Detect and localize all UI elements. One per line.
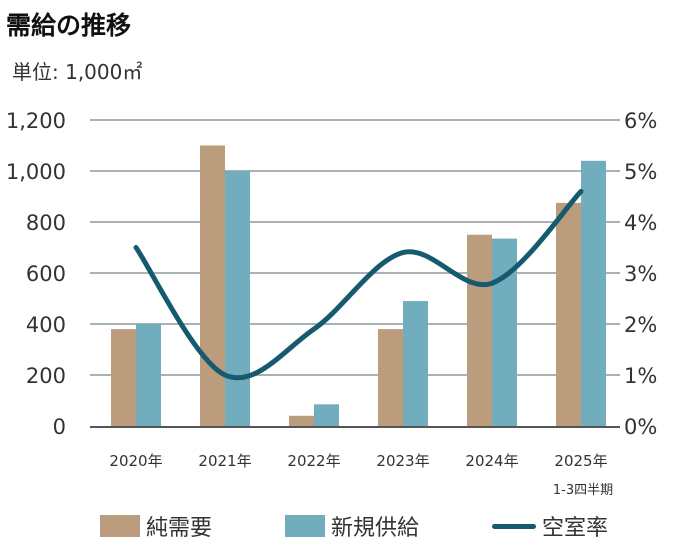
- left-axis-tick-label: 200: [26, 364, 66, 388]
- line-vacancy-rate: [133, 188, 584, 381]
- category-note: 1-3四半期: [553, 483, 613, 498]
- category-label: 2022年: [287, 452, 340, 470]
- legend-swatch-net-demand: [100, 515, 140, 537]
- bar-net-demand: [289, 415, 314, 426]
- right-axis-tick-label: 6%: [624, 109, 657, 133]
- bar-new-supply: [225, 171, 250, 426]
- unit-label: 単位: 1,000㎡: [12, 60, 143, 84]
- right-axis-tick-label: 1%: [624, 364, 657, 388]
- legend-label-new-supply: 新規供給: [331, 516, 420, 541]
- bar-net-demand: [556, 202, 581, 426]
- category-label: 2024年: [465, 452, 518, 470]
- legend-item-vacancy-rate: 空室率: [492, 510, 608, 542]
- right-axis-tick-label: 3%: [624, 262, 657, 286]
- category-label: 2025年: [554, 452, 607, 470]
- chart-title: 需給の推移: [6, 11, 132, 40]
- bar-new-supply: [314, 404, 339, 426]
- right-axis-tick-label: 4%: [624, 211, 657, 235]
- bar-new-supply: [581, 160, 606, 427]
- bar-net-demand: [378, 329, 403, 426]
- category-label: 2020年: [109, 452, 162, 470]
- bar-new-supply: [403, 301, 428, 426]
- left-axis-tick-label: 600: [26, 262, 66, 286]
- legend-line-vacancy-rate: [492, 523, 536, 529]
- right-axis-tick-label: 2%: [624, 313, 657, 337]
- bar-new-supply: [136, 324, 161, 426]
- legend-swatch-new-supply: [285, 515, 325, 537]
- bar-net-demand: [200, 145, 225, 426]
- legend-label-net-demand: 純需要: [146, 516, 213, 541]
- left-axis-tick-label: 1,200: [6, 109, 66, 133]
- legend-item-net-demand: 純需要: [100, 510, 212, 542]
- left-axis-tick-label: 400: [26, 313, 66, 337]
- legend-label-vacancy-rate: 空室率: [542, 516, 609, 541]
- legend-item-new-supply: 新規供給: [285, 510, 419, 542]
- category-label: 2021年: [198, 452, 251, 470]
- left-axis-tick-label: 1,000: [6, 160, 66, 184]
- category-label: 2023年: [376, 452, 429, 470]
- left-axis-tick-label: 800: [26, 211, 66, 235]
- bar-net-demand: [111, 329, 136, 426]
- right-axis-tick-label: 5%: [624, 160, 657, 184]
- legend: 純需要 新規供給 空室率: [0, 510, 700, 544]
- right-axis-tick-label: 0%: [624, 415, 657, 439]
- left-axis-tick-label: 0: [53, 415, 66, 439]
- bar-net-demand: [467, 234, 492, 426]
